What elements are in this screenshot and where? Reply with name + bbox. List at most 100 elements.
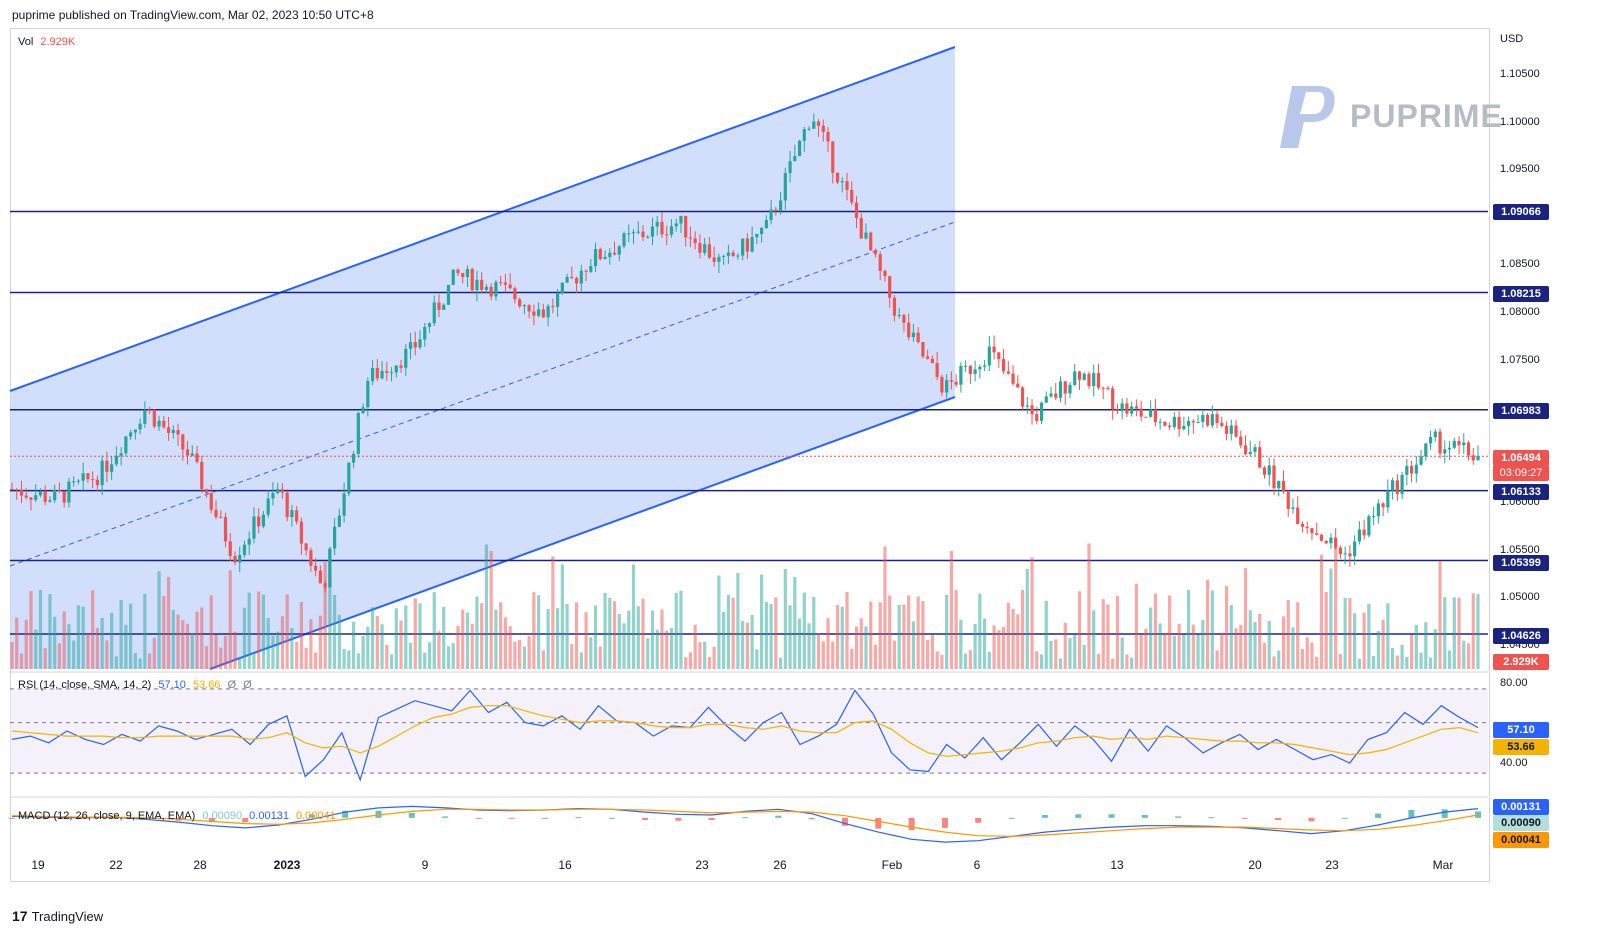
candle-body [110,464,114,472]
volume-bar [1144,628,1148,669]
candle-body [166,427,171,434]
volume-axis-label: 2.929K [1493,654,1549,670]
candle-body [1163,421,1167,426]
candle-body [949,380,953,382]
candle-body [162,420,166,428]
candle-body [242,544,247,555]
macd-histogram-bar [308,814,315,818]
candle-body [195,453,199,462]
candle-body [1182,425,1186,430]
volume-bar [475,596,479,669]
volume-bar [1419,652,1423,669]
candle-body [1172,416,1176,428]
volume-bar [1229,604,1233,669]
candle-body [1286,491,1290,509]
volume-bar [43,648,47,669]
candle-body [1357,529,1361,542]
candle-body [290,510,294,518]
volume-bar [835,605,840,669]
candle-body [1300,523,1305,527]
volume-bar [769,603,773,669]
candle-body [200,461,204,490]
candle-body [1039,402,1044,421]
candle-body [1001,359,1006,372]
volume-bar [1111,658,1115,669]
volume-bar [185,623,190,669]
volume-bar [1338,654,1343,669]
price-tick: 1.05000 [1500,591,1540,604]
rsi-legend: RSI (14, close, SMA, 14, 2) 57.10 53.66 … [18,679,252,691]
candle-body [1381,503,1385,508]
volume-bar [261,594,266,669]
volume-bar [1315,656,1319,669]
candle-body [1400,474,1404,494]
candle-body [119,453,123,456]
candle-body [1020,387,1025,407]
volume-bar [593,605,598,669]
volume-bar [190,633,194,669]
volume-bar [1386,603,1390,669]
candle-body [370,368,375,382]
candle-body [665,234,669,236]
volume-bar [129,603,133,669]
volume-bar [1030,557,1034,669]
volume-bar [1125,654,1129,669]
candle-body [266,498,270,515]
candle-body [295,510,299,522]
volume-bar [907,595,911,669]
macd-histogram-bar [608,817,615,819]
volume-bar [959,619,963,669]
volume-bar [574,602,579,669]
volume-bar [522,646,526,669]
volume-bar [1220,632,1224,669]
candle-body [1243,445,1248,455]
rsi-band [10,688,1488,774]
volume-bar [717,575,721,669]
volume-bar [408,642,413,669]
candle-body [15,489,19,491]
volume-bar [1466,643,1471,669]
volume-bar [537,595,541,669]
x-axis-label: 23 [1325,858,1339,872]
volume-bar [252,652,256,669]
volume-bar [214,634,218,669]
volume-bar [1191,624,1195,669]
candle-body [807,128,811,130]
volume-bar [19,653,24,669]
volume-bar [152,637,156,669]
candle-body [688,237,693,239]
candle-body [1248,451,1252,455]
volume-bar [1452,597,1456,669]
candle-body [911,332,916,338]
volume-bar [1324,591,1328,669]
volume-bar [1039,654,1044,669]
volume-bar [333,595,337,669]
volume-bar [318,615,322,669]
candle-body [1372,516,1376,518]
candle-body [783,173,787,201]
volume-bar [1438,561,1442,669]
rsi-legend-label: RSI (14, close, SMA, 14, 2) [18,679,152,691]
volume-bar [1101,599,1105,669]
macd-histogram-bar [1275,817,1282,820]
candle-body [1334,537,1338,548]
candle-body [427,323,432,327]
volume-bar [1391,647,1395,669]
volume-bar [442,606,446,669]
volume-bar [432,592,436,669]
macd-histogram-bar [442,816,449,818]
candle-body [1253,447,1257,452]
volume-bar [1020,590,1025,669]
candle-body [1466,442,1471,456]
volume-bar [1115,595,1120,669]
volume-bar [1172,635,1176,669]
volume-bar [1063,622,1067,669]
price-tick: 1.08000 [1500,305,1540,318]
candle-body [1210,414,1214,426]
volume-bar [72,640,76,669]
candle-body [67,481,71,503]
candle-body [1419,456,1423,465]
volume-bar [1239,624,1243,669]
volume-bar [62,611,66,669]
